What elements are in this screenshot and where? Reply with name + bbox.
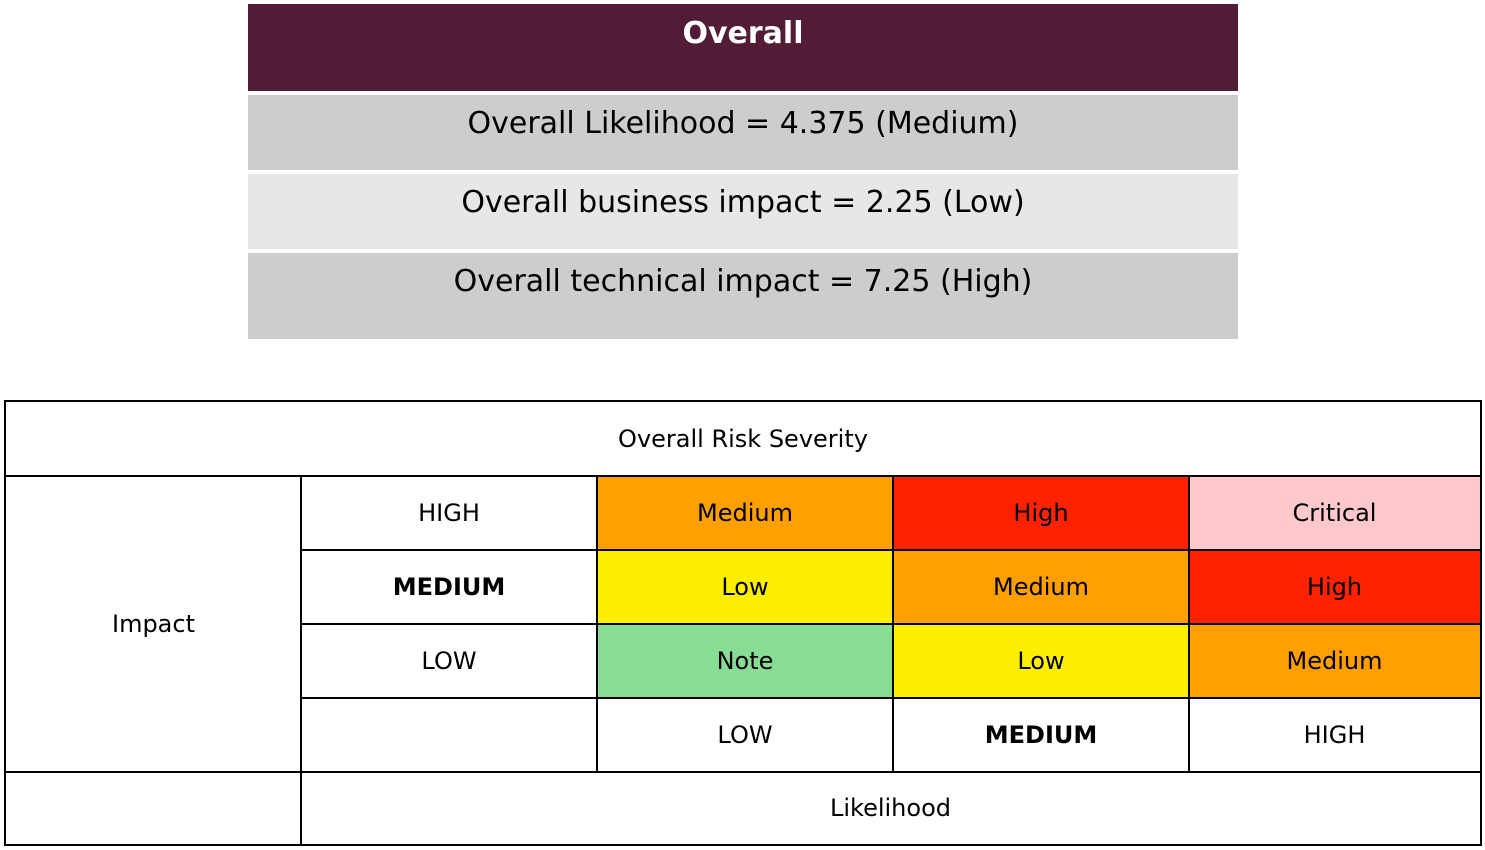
severity-cell: Low — [597, 550, 893, 624]
risk-severity-matrix: Overall Risk Severity Impact HIGH MEDIUM… — [4, 400, 1482, 846]
likelihood-level-medium: MEDIUM — [984, 721, 1098, 749]
divider — [301, 549, 1480, 551]
divider — [6, 771, 1480, 773]
likelihood-level-high: HIGH — [1303, 721, 1366, 749]
severity-cell: Medium — [1189, 624, 1480, 698]
impact-level-low: LOW — [421, 647, 477, 675]
divider — [596, 476, 598, 772]
divider — [6, 475, 1480, 477]
divider — [892, 476, 894, 772]
overall-likelihood-row: Overall Likelihood = 4.375 (Medium) — [248, 95, 1238, 170]
divider — [301, 623, 1480, 625]
severity-cell: Critical — [1189, 476, 1480, 550]
matrix-title: Overall Risk Severity — [618, 425, 868, 453]
impact-level-high: HIGH — [418, 499, 480, 527]
summary-title: Overall — [248, 4, 1238, 91]
likelihood-axis-label: Likelihood — [830, 794, 951, 822]
severity-cell: Medium — [893, 550, 1189, 624]
severity-cell: Note — [597, 624, 893, 698]
overall-summary-table: Overall Overall Likelihood = 4.375 (Medi… — [248, 4, 1238, 339]
impact-level-medium: MEDIUM — [392, 573, 506, 601]
severity-cell: Low — [893, 624, 1189, 698]
divider — [1188, 476, 1190, 772]
divider — [301, 697, 1480, 699]
likelihood-level-low: LOW — [717, 721, 773, 749]
divider — [300, 476, 302, 844]
severity-cell: High — [1189, 550, 1480, 624]
impact-axis-label: Impact — [111, 610, 195, 638]
overall-technical-impact-row: Overall technical impact = 7.25 (High) — [248, 253, 1238, 339]
severity-cell: High — [893, 476, 1189, 550]
severity-cell: Medium — [597, 476, 893, 550]
overall-business-impact-row: Overall business impact = 2.25 (Low) — [248, 174, 1238, 249]
